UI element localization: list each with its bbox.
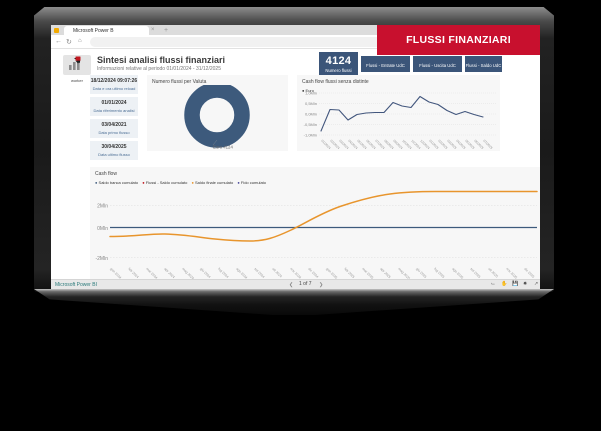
svg-text:Euro 4124: Euro 4124 — [213, 145, 233, 150]
svg-text:nov 2025: nov 2025 — [505, 267, 518, 280]
svg-text:0,5Mln: 0,5Mln — [305, 101, 317, 106]
svg-text:mar 2025: mar 2025 — [361, 267, 374, 280]
svg-text:giu 2025: giu 2025 — [415, 267, 427, 279]
svg-text:ott 2025: ott 2025 — [487, 267, 499, 279]
svg-text:ott 2024: ott 2024 — [271, 267, 283, 279]
svg-text:ago 2025: ago 2025 — [451, 267, 464, 280]
svg-text:feb 2025: feb 2025 — [343, 267, 355, 279]
svg-text:0Mln: 0Mln — [97, 226, 108, 232]
svg-text:mar 2024: mar 2024 — [145, 267, 158, 280]
svg-text:gen 2025: gen 2025 — [325, 267, 338, 280]
svg-text:set 2024: set 2024 — [253, 267, 265, 279]
svg-text:1,0Mln: 1,0Mln — [305, 91, 317, 96]
svg-text:lug 2024: lug 2024 — [217, 267, 229, 279]
svg-text:2Mln: 2Mln — [97, 204, 108, 210]
svg-text:0,0Mln: 0,0Mln — [305, 112, 317, 117]
svg-text:feb 2024: feb 2024 — [127, 267, 139, 279]
svg-text:-1,0Mln: -1,0Mln — [304, 133, 317, 138]
svg-text:nov 2024: nov 2024 — [289, 267, 302, 280]
svg-text:giu 2024: giu 2024 — [199, 267, 211, 279]
svg-text:apr 2025: apr 2025 — [379, 267, 391, 279]
svg-text:-2Mln: -2Mln — [95, 256, 108, 262]
svg-text:-0,5Mln: -0,5Mln — [304, 122, 317, 127]
svg-text:set 2025: set 2025 — [469, 267, 481, 279]
svg-text:lug 2025: lug 2025 — [433, 267, 445, 279]
svg-text:ago 2024: ago 2024 — [235, 267, 248, 280]
svg-text:dic 2024: dic 2024 — [307, 267, 319, 279]
svg-text:dic 2025: dic 2025 — [523, 267, 535, 279]
svg-text:apr 2024: apr 2024 — [163, 267, 175, 279]
svg-text:gen 2024: gen 2024 — [109, 267, 122, 280]
